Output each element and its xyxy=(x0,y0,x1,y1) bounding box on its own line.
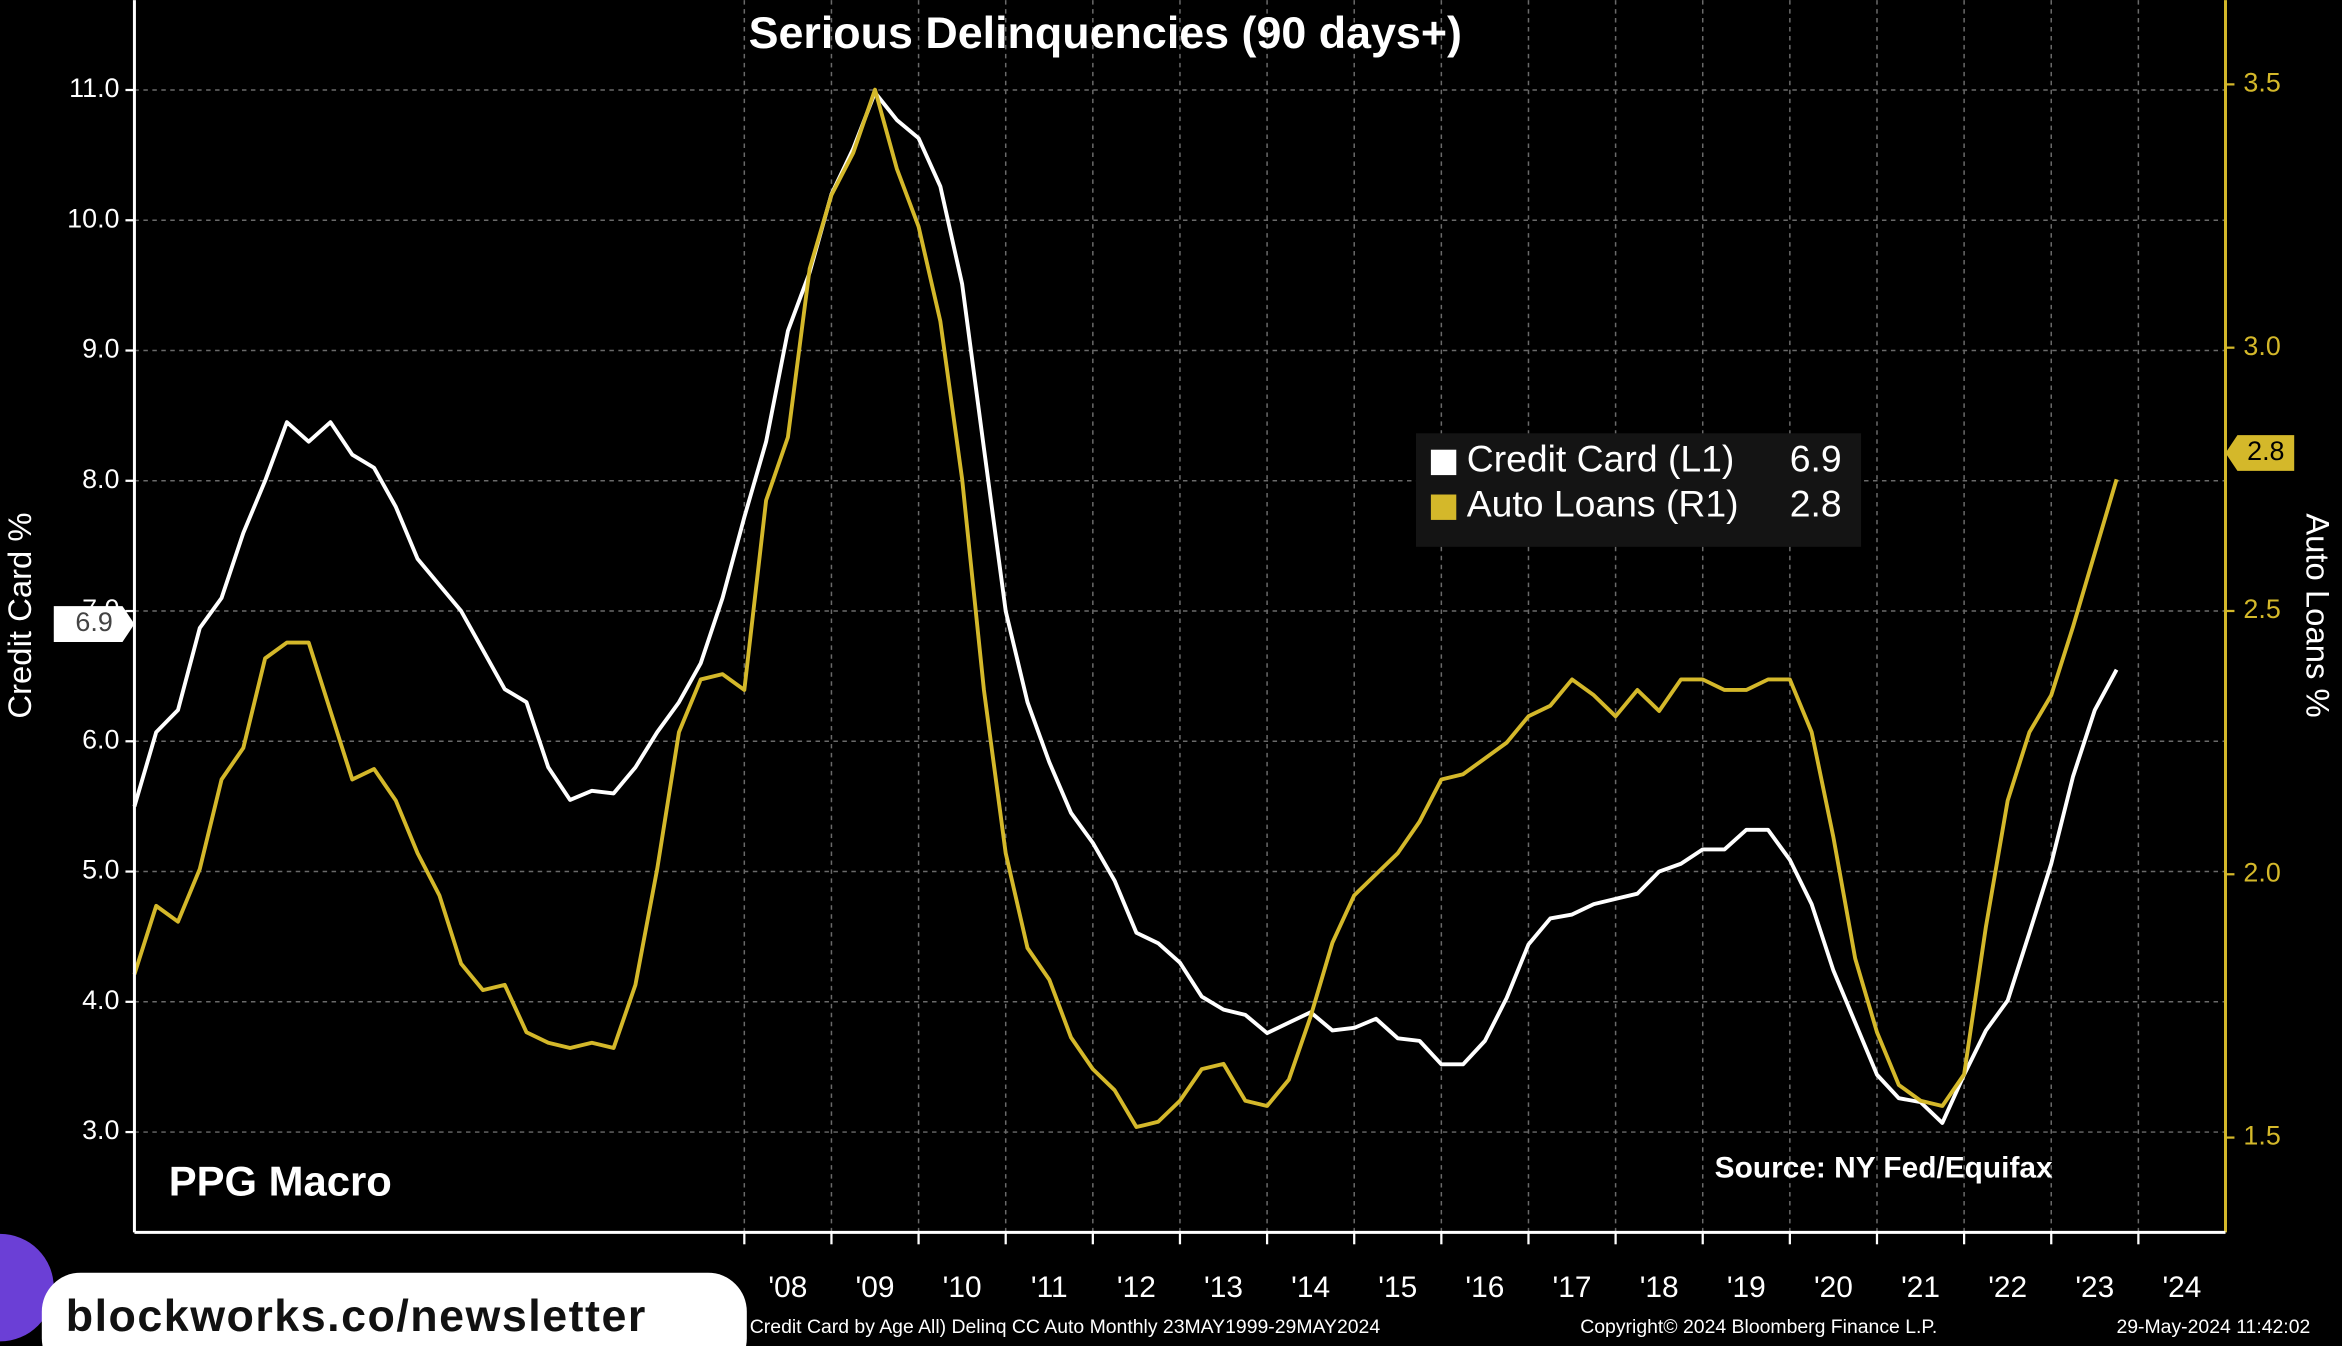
y-tick-label: 6.0 xyxy=(82,724,119,754)
y-tick-label: 8.0 xyxy=(82,464,119,494)
line-series xyxy=(132,90,2119,1125)
y-tick-label: 4.0 xyxy=(82,985,119,1015)
footer-text: 29-May-2024 11:42:02 xyxy=(2116,1316,2310,1338)
banner-text: blockworks.co/newsletter xyxy=(66,1291,647,1341)
x-tick-label: '24 xyxy=(2162,1271,2201,1304)
last-value-marker xyxy=(2225,435,2295,471)
legend-swatch xyxy=(1430,449,1457,476)
legend-box xyxy=(1415,433,1862,547)
banner xyxy=(41,1272,747,1346)
legend-label: Auto Loans (R1) xyxy=(1467,482,1739,524)
x-tick-label: '22 xyxy=(1988,1271,2027,1304)
y2-tick-label: 2.0 xyxy=(2243,857,2280,887)
y-axis-label: Credit Card % xyxy=(1,512,38,718)
last-value-label: 2.8 xyxy=(2247,436,2284,466)
last-value-marker xyxy=(53,606,135,642)
x-tick-label: '19 xyxy=(1727,1271,1766,1304)
grid xyxy=(134,0,2226,1233)
x-tick-label: '11 xyxy=(1031,1271,1068,1304)
axes: 3.04.05.06.07.08.09.010.011.01.52.02.53.… xyxy=(53,0,2295,1304)
y-tick-label: 11.0 xyxy=(69,73,119,103)
y2-tick-label: 1.5 xyxy=(2243,1121,2280,1151)
x-tick-label: '12 xyxy=(1117,1271,1156,1304)
x-tick-label: '18 xyxy=(1640,1271,1679,1304)
legend: Credit Card (L1) 6.9 Auto Loans (R1) 2.8 xyxy=(1430,438,1842,524)
y-tick-label: 3.0 xyxy=(82,1115,119,1145)
x-tick-label: '21 xyxy=(1901,1271,1940,1304)
x-tick-label: '23 xyxy=(2075,1271,2114,1304)
legend-value: 6.9 xyxy=(1790,438,1842,480)
legend-label: Credit Card (L1) xyxy=(1467,438,1735,480)
annotation: Source: NY Fed/Equifax xyxy=(1715,1152,2053,1185)
y-tick-label: 5.0 xyxy=(82,855,119,885)
y2-tick-label: 2.5 xyxy=(2243,594,2280,624)
x-tick-label: '13 xyxy=(1204,1271,1243,1304)
footer-text: Copyright© 2024 Bloomberg Finance L.P. xyxy=(1580,1316,1937,1338)
legend-swatch xyxy=(1430,494,1457,520)
x-tick-label: '09 xyxy=(856,1271,895,1304)
x-tick-label: '14 xyxy=(1291,1271,1330,1304)
x-tick-label: '08 xyxy=(768,1271,807,1304)
x-tick-label: '16 xyxy=(1465,1271,1504,1304)
chart-title: Serious Delinquencies (90 days+) xyxy=(749,8,1462,58)
legend-value: 2.8 xyxy=(1790,482,1842,524)
line-series xyxy=(132,87,2119,1129)
x-tick-label: '17 xyxy=(1553,1271,1592,1304)
y2-tick-label: 3.5 xyxy=(2243,67,2280,97)
x-tick-label: '15 xyxy=(1378,1271,1417,1304)
y2-axis-label: Auto Loans % xyxy=(2299,513,2336,718)
footer-text: Credit Card by Age All) Delinq CC Auto M… xyxy=(750,1316,1381,1338)
y-tick-label: 10.0 xyxy=(67,203,119,233)
y2-tick-label: 3.0 xyxy=(2243,331,2280,361)
x-tick-label: '10 xyxy=(943,1271,982,1304)
y-tick-label: 9.0 xyxy=(82,334,119,364)
annotation: PPG Macro xyxy=(169,1158,392,1205)
x-tick-label: '20 xyxy=(1814,1271,1853,1304)
last-value-label: 6.9 xyxy=(75,607,112,637)
lines xyxy=(132,87,2119,1129)
banner-logo xyxy=(0,1233,54,1342)
